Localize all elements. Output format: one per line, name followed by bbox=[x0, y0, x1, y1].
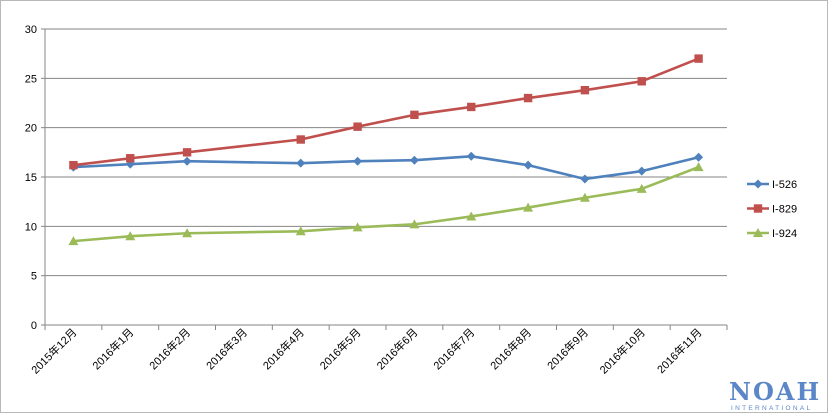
data-point-i-526 bbox=[409, 155, 419, 165]
legend-label: I-829 bbox=[772, 204, 797, 216]
data-point-i-526 bbox=[694, 152, 704, 162]
x-tick-label: 2016年7月 bbox=[430, 325, 477, 372]
data-point-i-829 bbox=[637, 77, 646, 86]
data-point-i-829 bbox=[353, 122, 362, 131]
legend-label: I-924 bbox=[772, 228, 797, 240]
x-tick-label: 2016年10月 bbox=[596, 325, 647, 376]
data-point-i-829 bbox=[523, 93, 533, 103]
x-tick-label: 2016年5月 bbox=[317, 325, 364, 372]
x-tick-label: 2016年11月 bbox=[654, 325, 705, 376]
legend-item-i-526: I-526 bbox=[747, 179, 797, 191]
legend: I-526 I-829 I-924 bbox=[747, 179, 797, 240]
data-point-i-829 bbox=[126, 154, 135, 163]
gridlines bbox=[45, 28, 727, 277]
legend-marker bbox=[753, 179, 763, 189]
y-tick-label: 25 bbox=[25, 73, 37, 85]
x-tick-label: 2016年1月 bbox=[89, 325, 136, 372]
data-point-i-924 bbox=[579, 192, 590, 202]
data-point-i-924 bbox=[295, 226, 306, 236]
x-tick-label: 2016年6月 bbox=[373, 325, 420, 372]
data-point-i-924 bbox=[636, 183, 647, 193]
y-tick-label: 15 bbox=[25, 172, 37, 184]
data-point-i-526 bbox=[296, 158, 306, 168]
data-point-i-924 bbox=[466, 211, 477, 221]
data-point-i-829 bbox=[410, 110, 419, 120]
x-tick-label: 2016年9月 bbox=[544, 325, 591, 372]
data-point-i-829 bbox=[296, 135, 305, 144]
x-tick-label: 2016年8月 bbox=[487, 325, 534, 372]
legend-label: I-526 bbox=[772, 179, 797, 191]
data-point-i-924 bbox=[523, 202, 534, 212]
y-tick-label: 30 bbox=[25, 24, 37, 36]
data-point-i-829 bbox=[69, 160, 78, 170]
series-markers bbox=[68, 54, 704, 246]
legend-item-i-924: I-924 bbox=[747, 228, 797, 240]
legend-marker bbox=[753, 228, 763, 237]
data-point-i-526 bbox=[637, 166, 647, 176]
data-point-i-924 bbox=[693, 162, 704, 172]
watermark-main-text: NOAH bbox=[729, 377, 821, 406]
axes bbox=[41, 28, 728, 330]
watermark-sub-text: INTERNATIONAL bbox=[731, 405, 812, 412]
data-point-i-829 bbox=[467, 102, 476, 112]
data-point-i-526 bbox=[353, 156, 363, 166]
data-point-i-924 bbox=[182, 228, 193, 238]
y-tick-label: 10 bbox=[25, 221, 37, 233]
data-point-i-526 bbox=[182, 156, 192, 166]
data-point-i-924 bbox=[409, 219, 420, 229]
series-line-i-924 bbox=[73, 165, 700, 243]
x-tick-label: 2016年2月 bbox=[146, 325, 193, 372]
x-tick-label: 2016年3月 bbox=[203, 325, 250, 372]
y-tick-label: 0 bbox=[31, 320, 37, 332]
legend-marker bbox=[753, 204, 763, 213]
data-point-i-924 bbox=[125, 231, 136, 241]
legend-item-i-829: I-829 bbox=[747, 204, 797, 216]
data-point-i-526 bbox=[580, 174, 590, 184]
y-tick-label: 20 bbox=[25, 123, 37, 135]
data-point-i-526 bbox=[523, 160, 533, 170]
data-point-i-829 bbox=[694, 54, 703, 63]
watermark-logo: NOAH INTERNATIONAL bbox=[729, 377, 821, 412]
data-point-i-829 bbox=[580, 85, 590, 95]
x-axis-tick-labels: 2015年12月 2016年1月 2016年2月 2016年3月 2016年4月 2016… bbox=[28, 325, 705, 376]
data-point-i-829 bbox=[182, 148, 192, 157]
x-tick-label: 2015年12月 bbox=[28, 325, 79, 376]
y-axis-tick-labels: 0 5 10 15 20 25 30 bbox=[25, 24, 37, 332]
data-point-i-526 bbox=[466, 151, 476, 161]
data-point-i-924 bbox=[68, 236, 79, 246]
x-tick-label: 2016年4月 bbox=[260, 325, 307, 372]
data-point-i-924 bbox=[352, 222, 363, 232]
series-line-i-829 bbox=[73, 57, 700, 167]
y-tick-label: 5 bbox=[31, 271, 37, 283]
series-lines bbox=[73, 57, 700, 243]
series-line-i-526 bbox=[73, 154, 699, 181]
